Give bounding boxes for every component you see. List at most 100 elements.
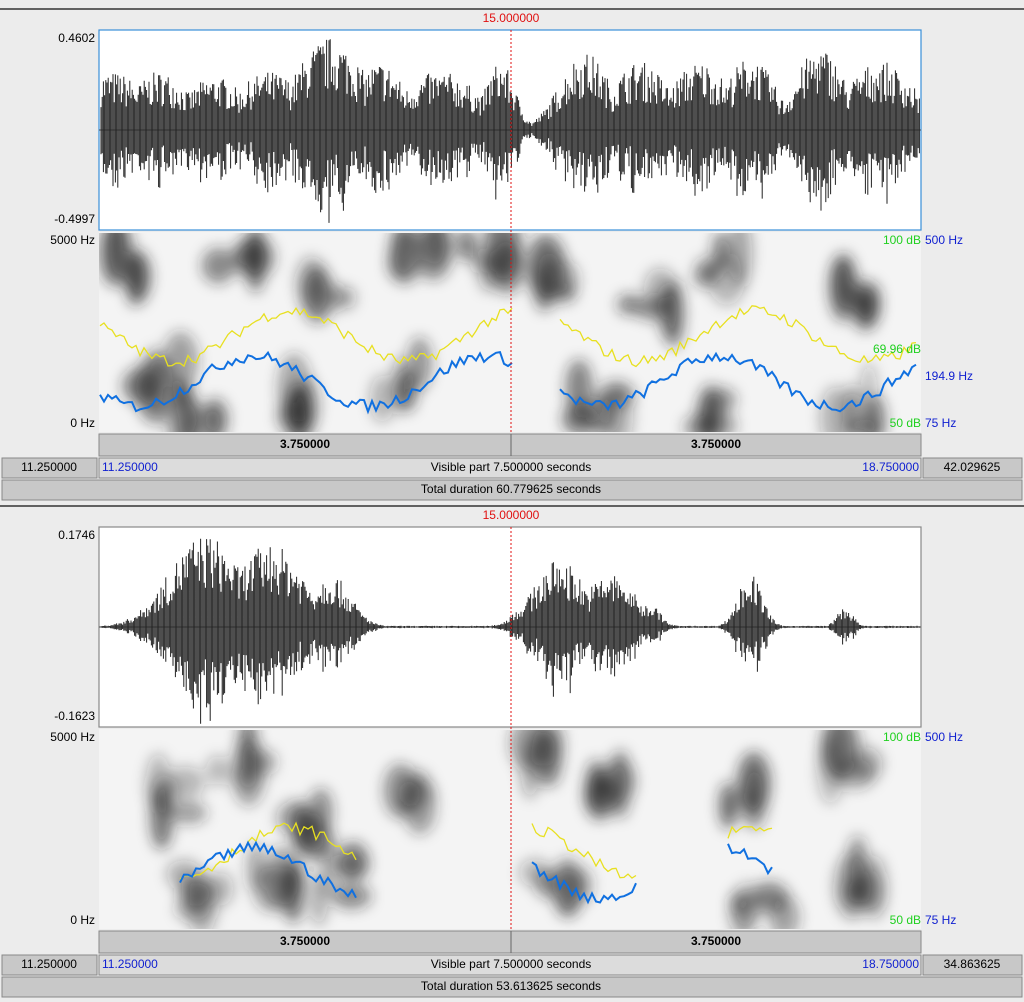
spectrogram-blob <box>383 763 417 818</box>
spectrogram-blob <box>423 233 450 266</box>
spectrogram <box>145 730 887 929</box>
window-left <box>1 457 98 479</box>
segment-bar <box>98 930 922 954</box>
segment-label[interactable]: 3.750000 <box>691 934 741 948</box>
window-end[interactable]: 34.863625 <box>944 957 1001 971</box>
spectrogram-blob <box>122 368 159 404</box>
visible-bar <box>98 457 922 479</box>
spectrogram-blob <box>854 283 881 324</box>
db-top-label: 100 dB <box>883 730 921 744</box>
spectrogram-blob <box>205 755 231 786</box>
spectrogram-blob <box>187 872 218 929</box>
segment-label[interactable]: 3.750000 <box>280 437 330 451</box>
segment-bar <box>98 433 922 457</box>
spectrogram-blob <box>369 374 395 423</box>
spectrogram-blob <box>820 730 854 782</box>
wave-min-label: -0.1623 <box>54 709 95 723</box>
spectrogram-blob <box>829 253 858 322</box>
cursor-time: 15.000000 <box>483 11 540 25</box>
window-start[interactable]: 11.250000 <box>21 957 77 971</box>
spectrogram-blob <box>389 233 422 284</box>
spectrogram-blob <box>108 233 125 278</box>
spectrogram-blob <box>202 399 230 432</box>
hz-bottom-label: 75 Hz <box>925 416 956 430</box>
spectrogram-blob <box>282 863 304 923</box>
spectrogram-blob <box>634 296 670 320</box>
spec-top-label: 5000 Hz <box>50 233 95 247</box>
spectrogram-blob <box>663 279 685 348</box>
spectrogram-blob <box>166 766 205 800</box>
total-bar <box>1 976 1023 998</box>
hz-top-label: 500 Hz <box>925 730 963 744</box>
spectrogram-blob <box>844 418 881 432</box>
spectrogram-blob <box>609 749 632 818</box>
hz-mid-label: 194.9 Hz <box>925 369 973 383</box>
spectrogram-blob <box>308 788 333 836</box>
window-start[interactable]: 11.250000 <box>21 460 77 474</box>
spectrogram-blob <box>276 801 312 834</box>
window-end[interactable]: 42.029625 <box>944 460 1001 474</box>
db-mid-label: 69.96 dB <box>873 342 921 356</box>
visible-start: 11.250000 <box>102 460 158 474</box>
pitch-contour <box>99 350 917 415</box>
total-duration[interactable]: Total duration 53.613625 seconds <box>421 979 601 993</box>
editor-panel: 15.000000 0.1746 -0.1623 5000 Hz 0 Hz 100 dB 5… <box>0 505 1024 998</box>
spec-bottom-label: 0 Hz <box>70 913 95 927</box>
hz-top-label: 500 Hz <box>925 233 963 247</box>
window-right <box>922 457 1023 479</box>
visible-label[interactable]: Visible part 7.500000 seconds <box>431 957 592 971</box>
spectrogram-blobs <box>99 233 886 432</box>
spectrogram-blob <box>723 791 741 822</box>
spectrogram-blob <box>331 883 372 909</box>
spectrogram-blob <box>490 241 524 294</box>
db-bottom-label: 50 dB <box>890 913 921 927</box>
window-right <box>922 954 1023 976</box>
spectrogram-blob <box>397 371 415 408</box>
spectrogram-blob <box>456 233 477 261</box>
total-bar <box>1 479 1023 501</box>
visible-bar <box>98 954 922 976</box>
spectrogram-blob <box>696 257 719 280</box>
spectrogram-blob <box>709 387 737 412</box>
spec-bottom-label: 0 Hz <box>70 416 95 430</box>
spectrogram-blobs <box>145 730 887 929</box>
spectrogram-blob <box>253 865 289 912</box>
spectrogram-blob <box>856 871 884 911</box>
intensity-contour <box>179 821 773 880</box>
total-duration[interactable]: Total duration 60.779625 seconds <box>421 482 601 496</box>
spectrogram-blob <box>326 284 347 310</box>
spectrogram-blob <box>296 256 326 307</box>
visible-label[interactable]: Visible part 7.500000 seconds <box>431 460 592 474</box>
spectrogram-blob <box>201 247 235 284</box>
spectrogram-blob <box>585 759 606 808</box>
pitch-contour <box>179 840 773 905</box>
spectrogram-blob <box>163 331 198 391</box>
spectrogram <box>99 233 917 432</box>
spectrogram-blob <box>712 233 730 272</box>
spectrogram-blob <box>295 378 320 431</box>
visible-start: 11.250000 <box>102 957 158 971</box>
spectrogram-blob <box>741 770 768 830</box>
spectrogram-blob <box>549 281 576 303</box>
segment-label[interactable]: 3.750000 <box>691 437 741 451</box>
spectrogram-blob <box>683 415 712 432</box>
spectrogram-blob <box>851 747 883 780</box>
spectrogram-blob <box>238 730 258 777</box>
wave-max-label: 0.4602 <box>58 31 95 45</box>
spectrogram-blob <box>330 854 369 881</box>
spectrogram-blob <box>536 730 562 787</box>
intensity-contour <box>99 305 917 368</box>
spectrogram-blob <box>602 384 634 432</box>
hz-bottom-label: 75 Hz <box>925 913 956 927</box>
window-left <box>1 954 98 976</box>
spectrogram-blob <box>470 248 494 273</box>
spectrogram-blob <box>732 882 762 927</box>
segment-label[interactable]: 3.750000 <box>280 934 330 948</box>
spectrogram-blob <box>150 786 173 850</box>
wave-min-label: -0.4997 <box>54 212 95 226</box>
spectrogram-blob <box>233 237 268 267</box>
spectrogram-blob <box>170 802 207 824</box>
cursor-time: 15.000000 <box>483 508 540 522</box>
